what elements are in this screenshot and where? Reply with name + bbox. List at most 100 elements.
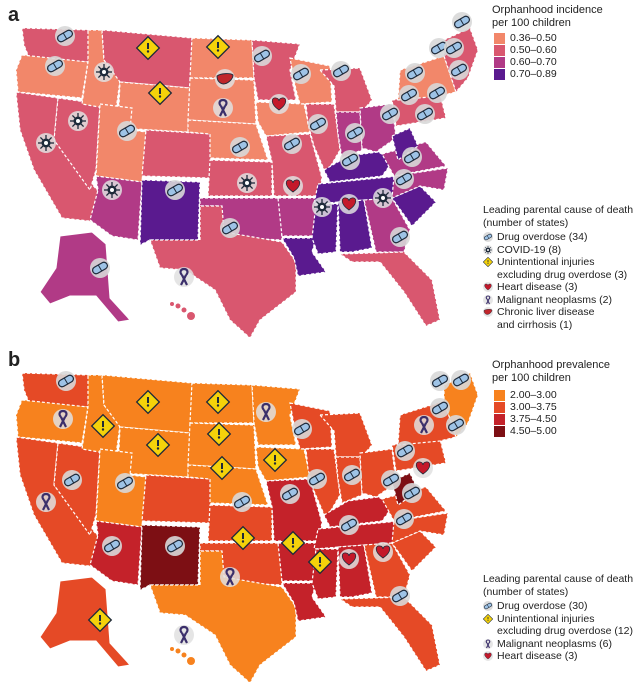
legend-bin: 4.50–5.00 (494, 425, 557, 437)
ribbon-icon (211, 96, 235, 120)
legend-bin-label: 0.70–0.89 (510, 68, 557, 80)
heart-icon (282, 175, 304, 197)
state-mo (265, 478, 323, 542)
state-hi (170, 647, 195, 665)
state-fl (338, 596, 441, 672)
cause-item: Drug overdose (34) (483, 231, 633, 244)
legend-swatch (494, 56, 505, 68)
state-co (141, 474, 213, 524)
cause-title-line2: (number of states) (483, 585, 569, 598)
warning-icon (483, 613, 493, 624)
heart-icon (483, 651, 493, 661)
pill-icon (379, 103, 401, 125)
state-or (15, 399, 89, 444)
pill-icon (307, 113, 329, 135)
legend-bin-label: 2.00–3.00 (510, 389, 557, 401)
ribbon-icon (483, 294, 493, 305)
cause-legend: Leading parental cause of death (number … (483, 204, 633, 331)
legend-swatch (494, 401, 505, 413)
state-ak (39, 231, 131, 323)
heart-icon (338, 548, 360, 570)
state-nm (139, 524, 201, 591)
ribbon-icon (172, 265, 196, 289)
pill-icon (404, 62, 426, 84)
incidence-map (15, 11, 479, 339)
cause-title-line1: Leading parental cause of death (483, 204, 634, 216)
pill-icon (291, 418, 313, 440)
cause-label: Malignant neoplasms (2) (497, 293, 612, 306)
virus-icon (67, 110, 89, 132)
legend-bin-label: 0.50–0.60 (510, 44, 557, 56)
pill-icon (394, 440, 416, 462)
legend-bins: 0.36–0.50 0.50–0.60 0.60–0.70 0.70–0.89 (494, 32, 557, 80)
pill-icon (339, 149, 361, 171)
state-ms (311, 203, 339, 255)
cause-label: Drug overdose (30) (497, 600, 588, 612)
legend-bin-label: 4.50–5.00 (510, 425, 557, 437)
pill-icon (279, 483, 301, 505)
cause-label-cont: excluding drug overdose (12) (497, 625, 633, 637)
cause-label: Heart disease (3) (497, 650, 578, 662)
virus-icon (101, 179, 123, 201)
legend-title-line1: Orphanhood prevalence (492, 359, 611, 371)
virus-icon (236, 172, 258, 194)
pill-icon (290, 63, 312, 85)
legend-bins: 2.00–3.00 3.00–3.75 3.75–4.50 4.50–5.00 (494, 389, 557, 437)
pill-icon (445, 414, 467, 436)
state-or (15, 54, 89, 99)
pill-icon (483, 601, 493, 611)
pill-icon (114, 472, 136, 494)
state-hi (170, 302, 195, 320)
pill-icon (429, 397, 451, 419)
pill-icon (429, 370, 451, 392)
state-co (141, 129, 213, 179)
panel-letter: b (8, 349, 21, 371)
state-la (280, 237, 328, 277)
ribbon-icon (51, 407, 75, 431)
legend-bin: 3.00–3.75 (494, 401, 557, 413)
panel-a: a (0, 0, 639, 340)
cause-item: COVID-19 (8) (483, 244, 633, 257)
virus-icon (35, 132, 57, 154)
pill-icon (401, 482, 423, 504)
pill-icon (401, 146, 423, 168)
legend-title: Orphanhood incidence per 100 children (492, 4, 603, 30)
legend-title: Orphanhood prevalence per 100 children (492, 359, 610, 385)
pill-icon (389, 226, 411, 248)
pill-icon (164, 179, 186, 201)
ribbon-icon (34, 490, 58, 514)
cause-item: Heart disease (3) (483, 281, 633, 294)
pill-icon (281, 133, 303, 155)
pill-icon (450, 369, 472, 391)
cause-legend: Leading parental cause of death (number … (483, 573, 633, 663)
cause-title-line2: (number of states) (483, 216, 569, 229)
legend-bin: 0.60–0.70 (494, 56, 557, 68)
legend-bin-label: 3.75–4.50 (510, 413, 557, 425)
heart-icon (372, 541, 394, 563)
virus-icon (311, 196, 333, 218)
state-ks (207, 504, 273, 542)
panel-b: b (0, 345, 639, 685)
state-wy (117, 81, 191, 133)
state-tx (149, 205, 297, 339)
pill-icon (101, 535, 123, 557)
legend-swatch (494, 389, 505, 401)
heart-icon (483, 282, 493, 292)
pill-icon (389, 585, 411, 607)
state-mn (251, 384, 301, 446)
ribbon-icon (412, 413, 436, 437)
pill-icon (426, 82, 448, 104)
pill-icon (306, 468, 328, 490)
state-fl (338, 251, 441, 327)
legend-bin: 2.00–3.00 (494, 389, 557, 401)
pill-icon (61, 469, 83, 491)
cause-legend-title: Leading parental cause of death (number … (483, 204, 633, 229)
pill-icon (393, 168, 415, 190)
pill-icon (338, 514, 360, 536)
pill-icon (344, 122, 366, 144)
legend-title-line2: per 100 children (492, 372, 571, 384)
ribbon-icon (483, 638, 493, 649)
pill-icon (330, 60, 352, 82)
cause-label: Chronic liver disease (497, 306, 595, 318)
legend-swatch (494, 413, 505, 425)
